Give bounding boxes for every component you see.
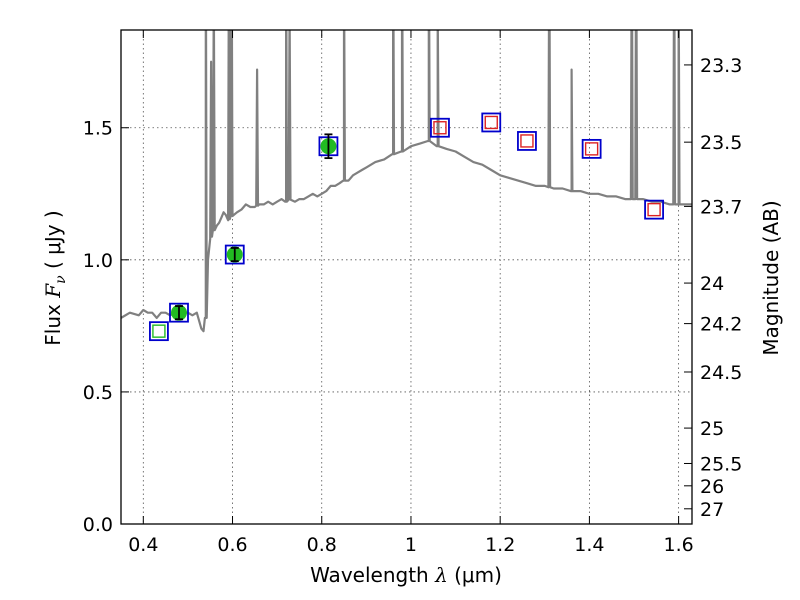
x-tick-label-2: 0.8 [307,534,337,556]
model-flux-square-4 [430,117,450,138]
y2-tick-label-8: 23.5 [700,132,742,154]
model-flux-square-1 [169,302,189,323]
photometry-point-6 [517,131,537,151]
y2-tick-label-3: 25 [700,418,724,440]
photometry-point-3 [318,133,339,160]
y-tick-label-2: 1.0 [83,250,113,272]
plot-frame [120,29,693,525]
photometry-point-0 [149,321,169,342]
inner-limit-square-4 [433,121,447,135]
y2-tick-label-7: 23.7 [700,196,742,218]
model-flux-square-6 [517,131,537,151]
y2-tick-label-2: 25.5 [700,453,742,475]
y2-tick-label-0: 27 [700,499,724,521]
x-tick-label-3: 1 [405,534,417,556]
model-flux-square-0 [149,321,169,342]
y2-tick-label-6: 24 [700,273,724,295]
y2-tick-label-1: 26 [700,476,724,498]
y-tick-label-3: 1.5 [83,118,113,140]
photometry-point-2 [224,244,245,265]
photometry-point-8 [644,199,664,220]
y2-tick-label-4: 24.5 [700,362,742,384]
model-flux-square-8 [644,199,664,220]
y-axis-title: Flux Fν ( μJy ) [41,210,69,345]
photometry-point-4 [430,117,450,138]
y2-axis-title: Magnitude (AB) [759,200,783,355]
model-flux-square-5 [481,112,502,133]
inner-limit-square-5 [484,115,498,130]
inner-limit-square-0 [152,324,166,338]
model-sed-layer [121,30,692,333]
x-tick-label-4: 1.2 [485,534,515,556]
x-tick-label-1: 0.6 [217,534,247,556]
inner-limit-square-6 [520,134,534,148]
photometry-point-5 [481,112,502,133]
y-tick-label-0: 0.0 [83,514,113,536]
photometry-layer [149,112,664,342]
model-flux-square-7 [581,138,602,159]
inner-limit-square-7 [584,142,599,156]
x-tick-label-0: 0.4 [128,534,158,556]
x-axis-title: Wavelength λ (μm) [310,563,502,587]
x-tick-label-6: 1.6 [664,534,694,556]
x-tick-label-5: 1.4 [574,534,604,556]
model-sed-line [121,30,692,333]
inner-limit-square-8 [647,202,661,217]
photometry-point-1 [169,302,189,323]
model-flux-square-2 [224,244,245,265]
y2-tick-label-9: 23.3 [700,55,742,77]
y2-tick-label-5: 24.2 [700,314,742,336]
photometry-point-7 [581,138,602,159]
y-tick-label-1: 0.5 [83,382,113,404]
